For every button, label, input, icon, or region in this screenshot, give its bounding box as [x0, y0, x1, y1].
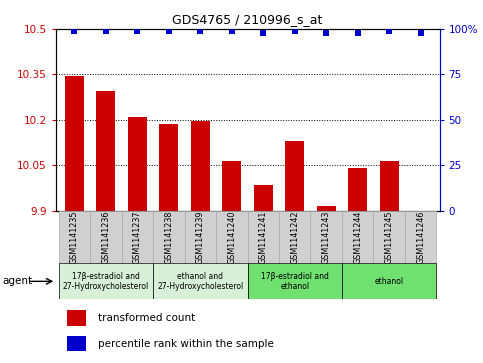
Text: 17β-estradiol and
27-Hydroxycholesterol: 17β-estradiol and 27-Hydroxycholesterol — [63, 272, 149, 291]
Text: GSM1141241: GSM1141241 — [259, 210, 268, 264]
FancyBboxPatch shape — [311, 211, 342, 263]
Text: GSM1141240: GSM1141240 — [227, 210, 236, 264]
Text: GSM1141239: GSM1141239 — [196, 210, 205, 264]
Text: GSM1141246: GSM1141246 — [416, 210, 425, 264]
Bar — [67, 336, 86, 351]
FancyBboxPatch shape — [185, 211, 216, 263]
Text: ethanol and
27-Hydroxycholesterol: ethanol and 27-Hydroxycholesterol — [157, 272, 243, 291]
FancyBboxPatch shape — [153, 263, 248, 299]
Bar — [67, 310, 86, 326]
FancyBboxPatch shape — [279, 211, 311, 263]
Point — [259, 30, 267, 36]
Text: GSM1141238: GSM1141238 — [164, 210, 173, 264]
Point — [417, 30, 425, 36]
FancyBboxPatch shape — [216, 211, 248, 263]
Text: transformed count: transformed count — [98, 313, 195, 323]
Point — [322, 30, 330, 36]
Point — [133, 28, 141, 34]
Bar — [285, 141, 304, 211]
Bar — [191, 121, 210, 211]
Point — [228, 28, 236, 34]
Text: GSM1141235: GSM1141235 — [70, 210, 79, 264]
Point — [71, 28, 78, 34]
Text: agent: agent — [2, 276, 32, 286]
FancyBboxPatch shape — [248, 211, 279, 263]
FancyBboxPatch shape — [342, 211, 373, 263]
Text: GSM1141245: GSM1141245 — [384, 210, 394, 264]
Bar — [380, 161, 398, 211]
FancyBboxPatch shape — [342, 263, 436, 299]
FancyBboxPatch shape — [248, 263, 342, 299]
Text: GSM1141242: GSM1141242 — [290, 210, 299, 264]
Bar — [222, 161, 241, 211]
FancyBboxPatch shape — [59, 211, 90, 263]
FancyBboxPatch shape — [122, 211, 153, 263]
Point — [165, 28, 173, 34]
Title: GDS4765 / 210996_s_at: GDS4765 / 210996_s_at — [172, 13, 323, 26]
Text: percentile rank within the sample: percentile rank within the sample — [98, 339, 274, 348]
FancyBboxPatch shape — [373, 211, 405, 263]
Point — [102, 28, 110, 34]
Text: GSM1141236: GSM1141236 — [101, 210, 111, 264]
Bar — [128, 117, 147, 211]
Bar — [254, 185, 273, 211]
FancyBboxPatch shape — [153, 211, 185, 263]
FancyBboxPatch shape — [405, 211, 436, 263]
Text: 17β-estradiol and
ethanol: 17β-estradiol and ethanol — [261, 272, 329, 291]
Text: GSM1141244: GSM1141244 — [353, 210, 362, 264]
Text: ethanol: ethanol — [375, 277, 404, 286]
Bar — [317, 206, 336, 211]
Bar — [97, 91, 115, 211]
Bar — [65, 76, 84, 211]
Point — [385, 28, 393, 34]
Text: GSM1141237: GSM1141237 — [133, 210, 142, 264]
Point — [354, 30, 362, 36]
FancyBboxPatch shape — [59, 263, 153, 299]
Bar — [348, 168, 367, 211]
Point — [291, 28, 298, 34]
Point — [197, 28, 204, 34]
FancyBboxPatch shape — [90, 211, 122, 263]
Text: GSM1141243: GSM1141243 — [322, 210, 331, 264]
Bar — [159, 124, 178, 211]
